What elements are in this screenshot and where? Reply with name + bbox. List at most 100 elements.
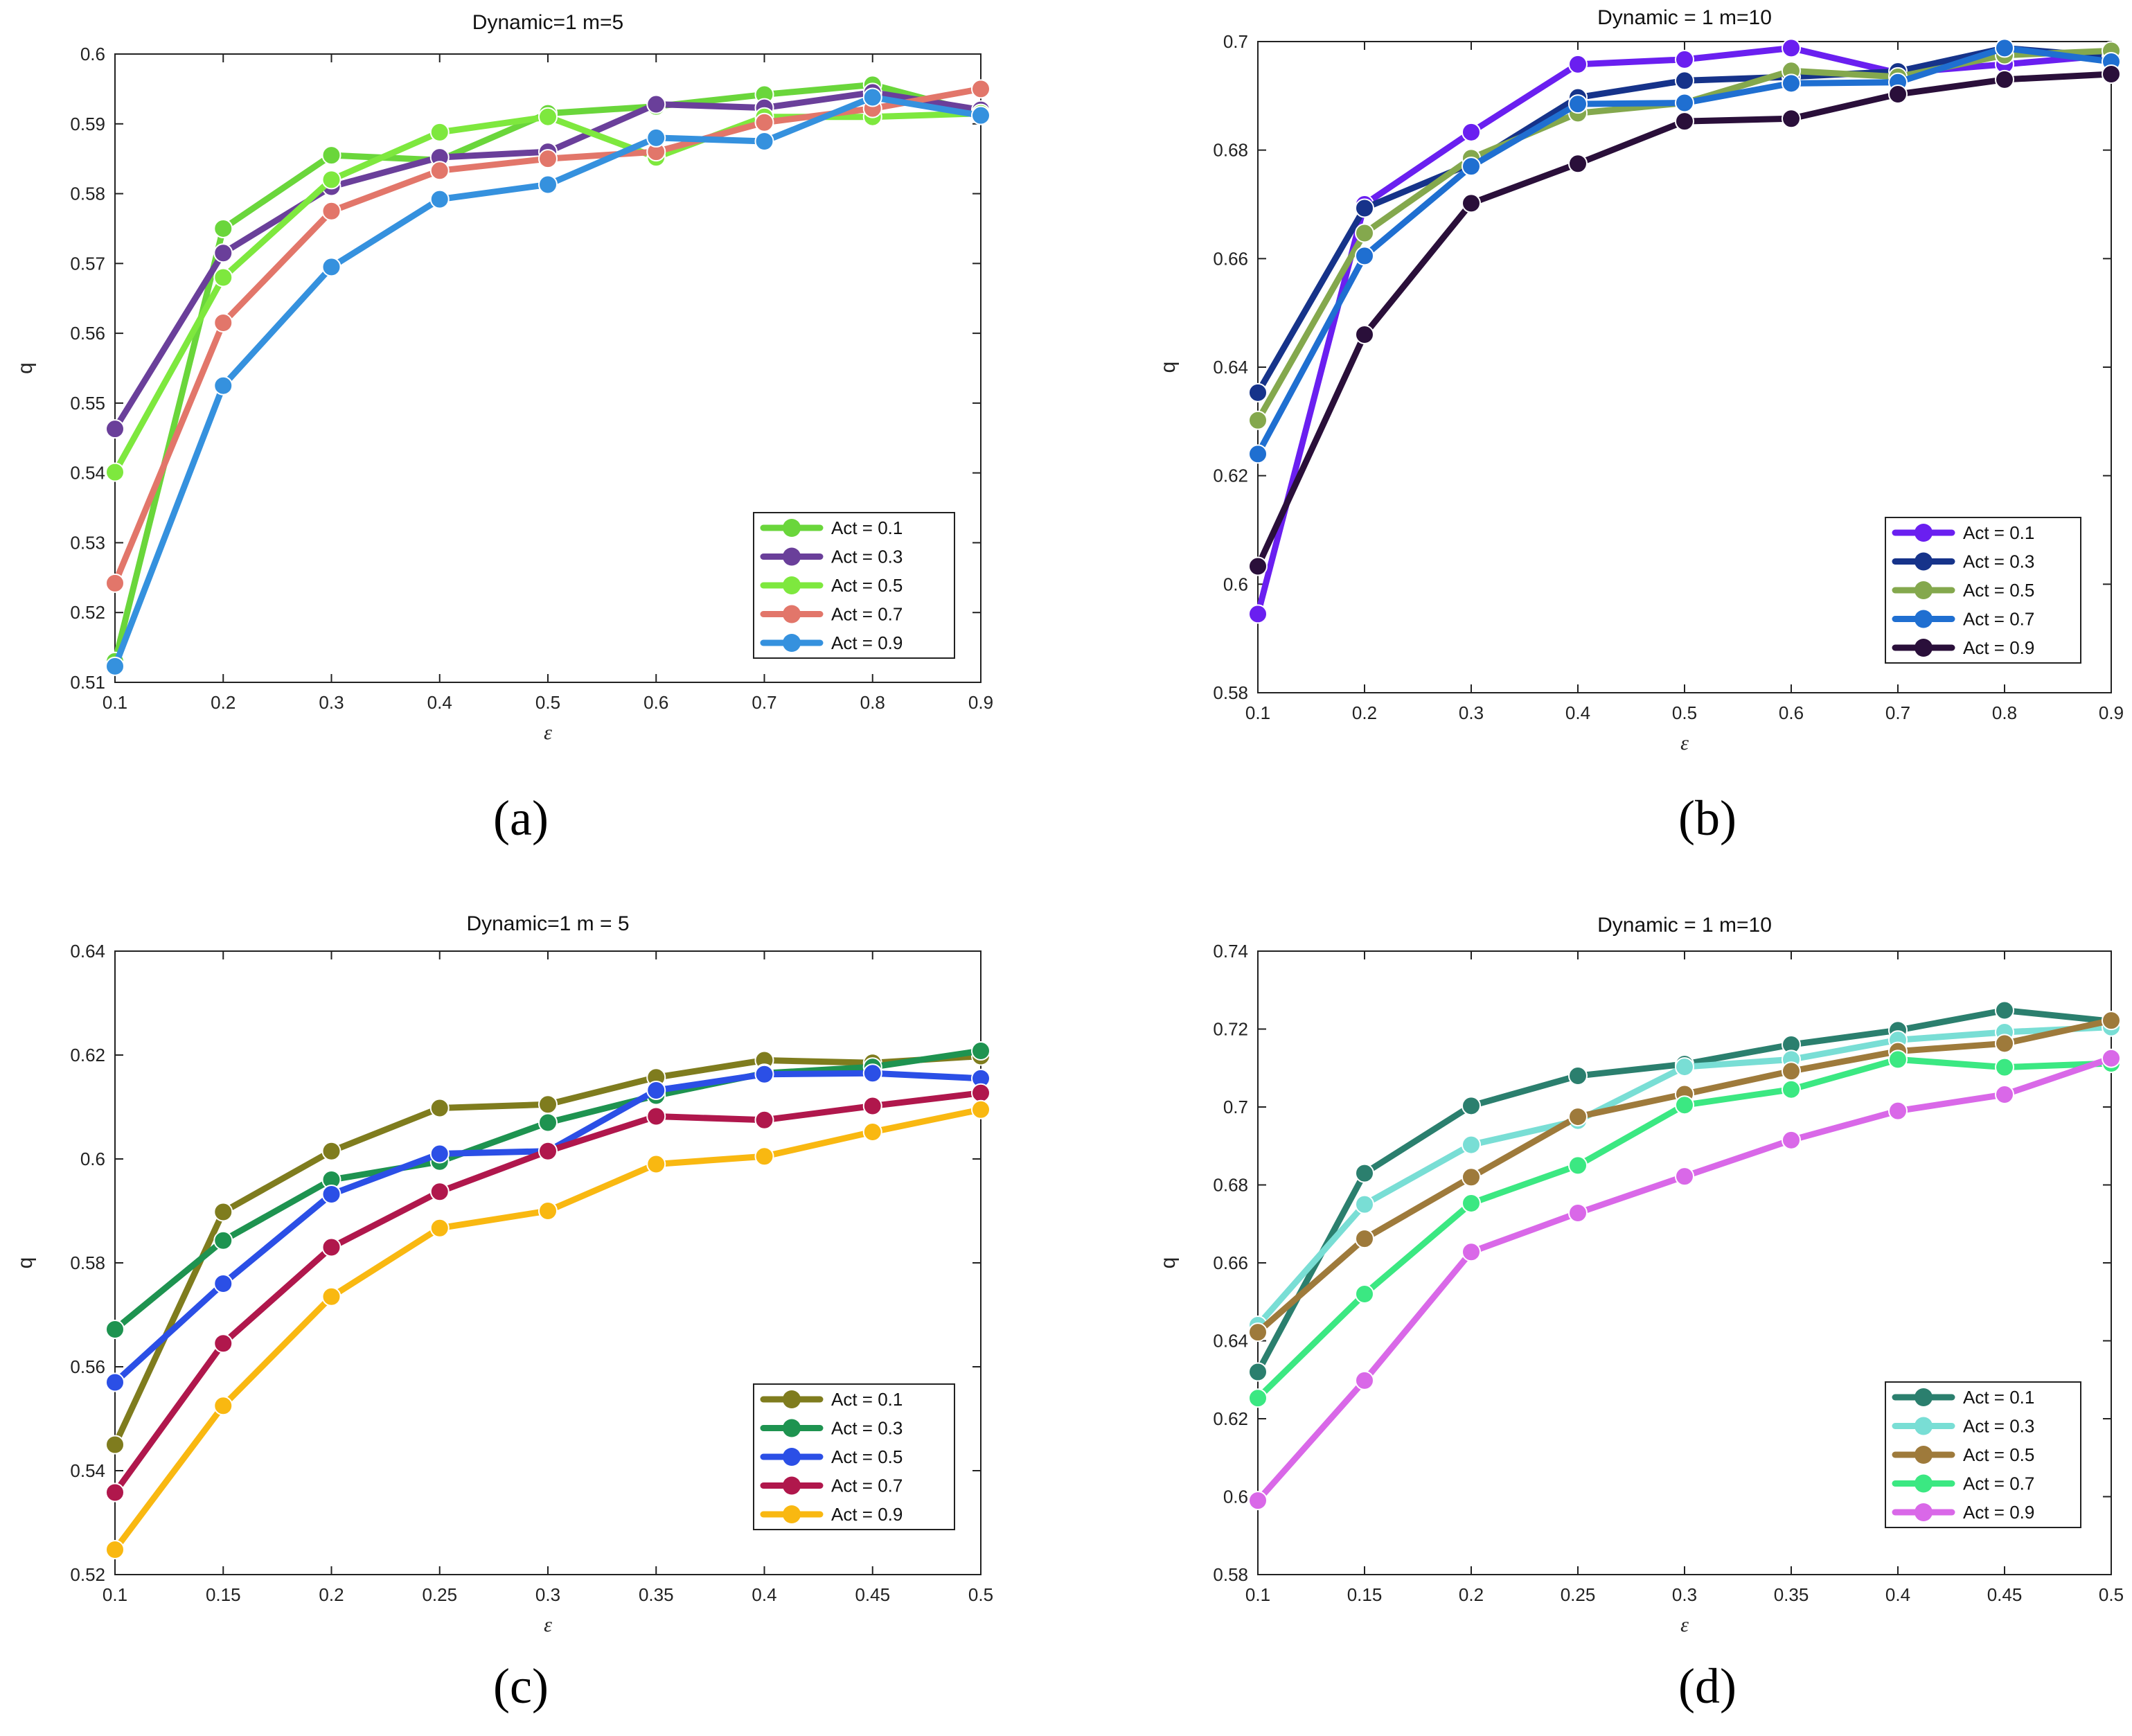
data-point: [1995, 38, 2014, 58]
data-point: [321, 1141, 341, 1161]
y-tick-label: 0.54: [70, 463, 105, 484]
data-point: [1675, 112, 1694, 132]
x-tick-label: 0.8: [1992, 702, 2017, 723]
data-point: [213, 1202, 233, 1222]
x-tick-label: 0.3: [1672, 1584, 1697, 1605]
caption-a: (a): [493, 790, 549, 846]
y-tick-label: 0.66: [1213, 248, 1248, 269]
data-point: [1568, 1107, 1588, 1127]
x-tick-label: 0.6: [643, 692, 668, 713]
caption-d: (d): [1678, 1658, 1736, 1714]
legend-marker: [1915, 581, 1933, 599]
legend-label: Act = 0.1: [1963, 522, 2034, 543]
x-axis-label: ε: [1680, 732, 1689, 754]
legend-label: Act = 0.9: [831, 1504, 903, 1525]
x-tick-label: 0.25: [422, 1584, 457, 1605]
legend-marker: [1915, 1503, 1933, 1521]
legend-marker: [783, 576, 801, 594]
data-point: [1675, 1057, 1694, 1077]
y-tick-label: 0.64: [1213, 357, 1248, 378]
caption-b: (b): [1678, 790, 1736, 846]
y-tick-label: 0.62: [1213, 466, 1248, 486]
x-tick-label: 0.4: [752, 1584, 776, 1605]
data-point: [1675, 93, 1694, 113]
data-point: [538, 1141, 558, 1161]
data-point: [754, 1146, 774, 1167]
caption-c: (c): [493, 1658, 549, 1714]
legend-marker: [1915, 552, 1933, 571]
x-tick-label: 0.2: [1352, 702, 1377, 723]
data-point: [321, 201, 341, 221]
data-point: [1355, 223, 1374, 243]
x-tick-label: 0.5: [1672, 702, 1697, 723]
data-point: [1995, 69, 2014, 89]
data-point: [862, 1122, 882, 1142]
data-point: [1462, 122, 1481, 142]
legend-marker: [783, 519, 801, 537]
y-tick-label: 0.7: [1223, 1097, 1248, 1117]
legend-label: Act = 0.1: [831, 517, 903, 538]
legend-label: Act = 0.7: [1963, 609, 2034, 630]
data-point: [1462, 1167, 1481, 1187]
legend-marker: [1915, 610, 1933, 628]
data-point: [1462, 1193, 1481, 1213]
data-point: [1568, 154, 1588, 174]
legend-marker: [1915, 1388, 1933, 1406]
data-point: [321, 1237, 341, 1257]
data-point: [1782, 38, 1801, 58]
data-point: [2102, 1048, 2121, 1068]
legend-label: Act = 0.5: [1963, 1444, 2034, 1465]
legend-marker: [1915, 1417, 1933, 1435]
data-point: [1355, 198, 1374, 218]
x-tick-label: 0.9: [2099, 702, 2124, 723]
data-point: [646, 1154, 666, 1174]
data-point: [1248, 556, 1268, 576]
y-axis-label: q: [1157, 1257, 1180, 1269]
data-point: [862, 1096, 882, 1116]
legend-marker: [1915, 524, 1933, 542]
data-point: [1995, 1057, 2014, 1077]
data-point: [105, 1482, 125, 1503]
y-tick-label: 0.53: [70, 532, 105, 553]
data-point: [1248, 1491, 1268, 1511]
y-tick-label: 0.6: [1223, 1487, 1248, 1507]
y-tick-label: 0.6: [80, 1149, 105, 1169]
legend-label: Act = 0.1: [1963, 1387, 2034, 1408]
data-point: [1568, 54, 1588, 74]
data-point: [213, 1274, 233, 1293]
data-point: [538, 1201, 558, 1221]
x-tick-label: 0.5: [535, 692, 560, 713]
data-point: [105, 419, 125, 439]
data-point: [105, 1435, 125, 1455]
y-tick-label: 0.58: [70, 1252, 105, 1273]
x-tick-label: 0.4: [1885, 1584, 1910, 1605]
data-point: [1568, 1155, 1588, 1176]
data-point: [1675, 1167, 1694, 1187]
data-point: [538, 1095, 558, 1115]
x-tick-label: 0.3: [1459, 702, 1484, 723]
line-chart-d: Dynamic = 1 m=10 0.1 0.15 0.2 0.25 0.3 0.35 0.4…: [1157, 914, 2124, 1636]
data-point: [862, 1063, 882, 1083]
data-point: [321, 1185, 341, 1204]
legend-marker: [783, 634, 801, 652]
data-point: [971, 1083, 991, 1103]
data-point: [213, 243, 233, 263]
data-point: [321, 257, 341, 277]
x-axis-label: ε: [544, 721, 552, 744]
data-point: [213, 218, 233, 238]
data-point: [105, 573, 125, 593]
x-tick-label: 0.35: [639, 1584, 674, 1605]
x-axis-label: ε: [544, 1613, 552, 1636]
data-point: [1462, 1096, 1481, 1116]
x-tick-label: 0.5: [968, 1584, 993, 1605]
data-point: [1995, 1000, 2014, 1020]
legend-marker: [783, 1448, 801, 1466]
data-point: [538, 1113, 558, 1133]
y-tick-label: 0.6: [1223, 574, 1248, 594]
data-point: [1248, 1362, 1268, 1382]
data-point: [429, 1098, 450, 1118]
data-point: [1355, 1284, 1374, 1304]
data-point: [321, 1286, 341, 1307]
y-axis-label: q: [1157, 362, 1180, 373]
data-point: [1995, 1034, 2014, 1054]
